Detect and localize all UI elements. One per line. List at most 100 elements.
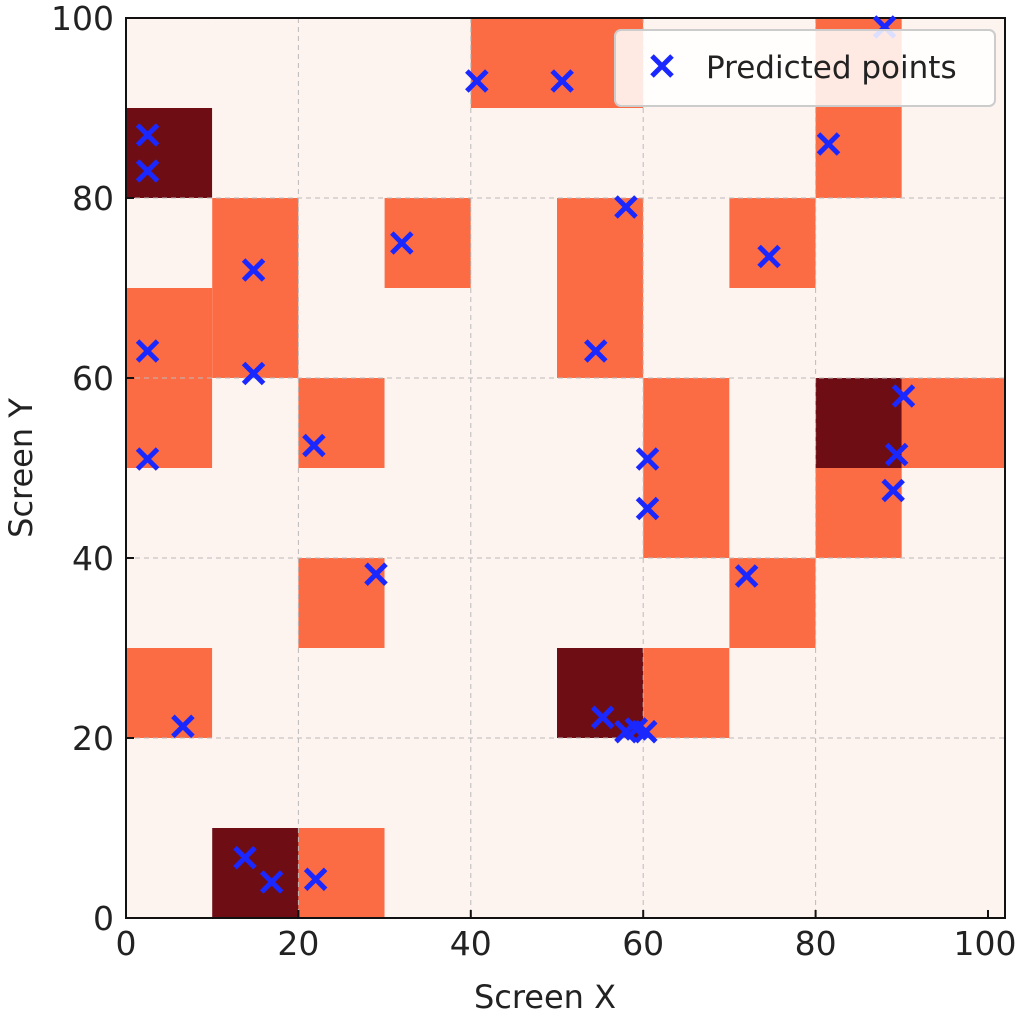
predicted-point-x-marker xyxy=(584,339,608,363)
heatmap-cell xyxy=(901,378,1005,468)
heatmap-cell xyxy=(901,738,1005,828)
predicted-point-x-marker xyxy=(884,442,909,467)
predicted-point-x-marker xyxy=(757,244,781,269)
heatmap-cell xyxy=(298,378,385,468)
marker-stroke xyxy=(303,867,328,892)
x-axis-ticks: 0 20 40 60 80 100 xyxy=(116,910,1017,963)
heatmap-cell xyxy=(384,738,471,828)
heatmap-cell xyxy=(470,468,557,558)
heatmap-cell xyxy=(901,468,1005,558)
y-tick-label: 40 xyxy=(72,539,114,578)
heatmap-cell xyxy=(126,738,213,828)
heatmap-cell xyxy=(212,288,299,378)
legend-label: Predicted points xyxy=(706,50,957,86)
predicted-point-x-marker xyxy=(614,195,638,219)
heatmap-cell xyxy=(212,558,299,648)
heatmap-cell xyxy=(729,378,816,468)
heatmap-cell xyxy=(729,198,816,288)
y-axis-ticks: 0 20 40 60 80 100 xyxy=(51,0,134,938)
marker-stroke xyxy=(135,339,160,363)
heatmap-cell xyxy=(126,18,213,108)
heatmap-cell xyxy=(643,558,730,648)
heatmap-cell xyxy=(901,198,1005,288)
heatmap-cell xyxy=(557,108,644,198)
heatmap-cell xyxy=(298,558,385,648)
heatmap-cell xyxy=(815,468,902,558)
predicted-point-x-marker xyxy=(816,132,841,156)
heatmap-cell xyxy=(729,288,816,378)
heatmap-cell xyxy=(298,738,385,828)
heatmap-cell xyxy=(643,288,730,378)
predicted-point-x-marker xyxy=(734,564,759,588)
heatmap-cell xyxy=(384,558,471,648)
marker-stroke xyxy=(891,384,916,408)
heatmap-cell xyxy=(298,108,385,198)
predicted-point-x-marker xyxy=(881,478,905,503)
predicted-point-x-marker xyxy=(135,123,160,147)
marker-stroke xyxy=(550,69,574,93)
heatmap-cell xyxy=(384,288,471,378)
marker-stroke xyxy=(624,717,649,741)
predicted-point-x-marker xyxy=(135,159,160,183)
marker-stroke xyxy=(757,244,781,269)
heatmap-cell xyxy=(557,288,644,378)
predicted-point-x-marker xyxy=(302,433,326,458)
heatmap-cell xyxy=(470,378,557,468)
heatmap-cell xyxy=(470,648,557,738)
heatmap-cell xyxy=(126,288,213,378)
heatmap-cell xyxy=(470,828,557,918)
heatmap-cell xyxy=(298,648,385,738)
marker-stroke xyxy=(390,231,414,255)
predicted-point-x-marker xyxy=(233,845,257,870)
heatmap-cell xyxy=(815,558,902,648)
y-axis-label: Screen Y xyxy=(2,398,40,538)
y-tick-label: 20 xyxy=(72,719,114,758)
heatmap-cell xyxy=(901,648,1005,738)
heatmap-cell xyxy=(643,108,730,198)
heatmap-cell xyxy=(384,648,471,738)
marker-stroke xyxy=(881,478,905,503)
heatmap-cell xyxy=(212,828,299,918)
legend-box xyxy=(614,29,996,107)
heatmap-cell xyxy=(557,828,644,918)
heatmap-cell xyxy=(557,468,644,558)
heatmap-cell xyxy=(901,828,1005,918)
marker-stroke xyxy=(635,496,660,521)
x-tick-label: 60 xyxy=(622,924,664,963)
heatmap-cell xyxy=(643,378,730,468)
heatmap-cell xyxy=(901,558,1005,648)
marker-stroke xyxy=(364,562,388,586)
heatmap-cell xyxy=(212,468,299,558)
heatmap-cell xyxy=(901,108,1005,198)
heatmap-cell xyxy=(470,738,557,828)
heatmap-cell xyxy=(384,468,471,558)
heatmap-cell xyxy=(126,828,213,918)
heatmap-cell xyxy=(815,378,902,468)
heatmap-cell xyxy=(298,18,385,108)
heatmap-cell xyxy=(212,108,299,198)
predicted-point-x-marker xyxy=(390,231,414,255)
x-tick-label: 0 xyxy=(116,924,137,963)
heatmap-cell xyxy=(384,828,471,918)
heatmap-cell xyxy=(901,288,1005,378)
marker-stroke xyxy=(584,339,608,363)
marker-stroke xyxy=(135,159,160,183)
heatmap-cell xyxy=(126,108,213,198)
predicted-point-x-marker xyxy=(891,384,916,408)
heatmap-cell xyxy=(212,648,299,738)
heatmap-cell xyxy=(729,468,816,558)
predicted-point-x-marker xyxy=(303,867,328,892)
heatmap-cell xyxy=(729,828,816,918)
predicted-point-x-marker xyxy=(634,719,658,744)
heatmap-cell xyxy=(557,738,644,828)
scatter-points xyxy=(135,15,916,894)
heatmap-cell xyxy=(384,198,471,288)
predicted-point-x-marker xyxy=(550,69,574,93)
x-tick-label: 80 xyxy=(795,924,837,963)
marker-stroke xyxy=(135,123,160,147)
heatmap-cell xyxy=(470,288,557,378)
marker-stroke xyxy=(171,714,195,739)
y-tick-label: 100 xyxy=(51,0,114,38)
heatmap-cell xyxy=(212,738,299,828)
